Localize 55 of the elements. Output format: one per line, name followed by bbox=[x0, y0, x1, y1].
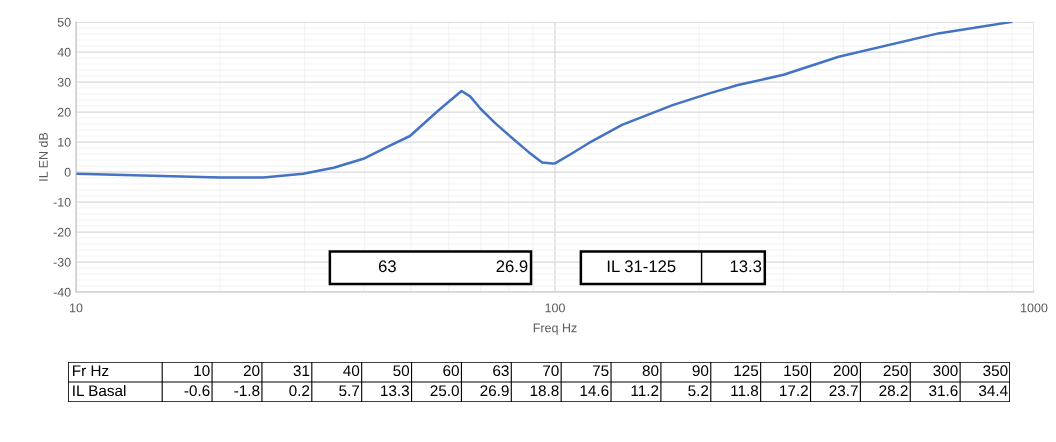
category-label: 60 bbox=[443, 365, 459, 377]
y-tick-label: -10 bbox=[53, 197, 71, 207]
text: 23.7 bbox=[829, 385, 858, 397]
category-label: 50 bbox=[393, 365, 410, 377]
category-label: 90 bbox=[692, 365, 709, 377]
text: 25.0 bbox=[430, 385, 459, 397]
text: IL Basal bbox=[73, 384, 126, 397]
category-label: 250 bbox=[883, 365, 908, 377]
y-tick-label: -20 bbox=[53, 227, 71, 237]
text: 11.2 bbox=[631, 385, 659, 396]
category-label: 125 bbox=[734, 365, 759, 377]
category-label: 300 bbox=[933, 365, 958, 377]
category-label: 350 bbox=[983, 365, 1008, 377]
category-label: 80 bbox=[642, 365, 659, 377]
text: 5.2 bbox=[688, 385, 709, 397]
x-axis-title: Freq Hz bbox=[533, 323, 577, 335]
category-label: 150 bbox=[784, 365, 809, 377]
category-label: 63 bbox=[493, 365, 509, 377]
y-tick-label: 10 bbox=[58, 137, 71, 147]
text: 5.7 bbox=[339, 385, 360, 397]
text: 26.9 bbox=[480, 385, 509, 397]
y-tick-label: 50 bbox=[57, 17, 71, 27]
category-label: 40 bbox=[343, 365, 360, 377]
y-tick-label: 0 bbox=[64, 167, 71, 177]
category-label: 10 bbox=[194, 365, 210, 377]
category-label: 31 bbox=[293, 365, 310, 377]
y-tick-label: 20 bbox=[57, 107, 71, 117]
text: -0.6 bbox=[184, 385, 210, 397]
text: Fr Hz bbox=[73, 365, 109, 376]
y-tick-label: -30 bbox=[53, 257, 71, 267]
x-tick-label: 1000 bbox=[1021, 303, 1048, 313]
category-label: 200 bbox=[833, 365, 858, 377]
annotation: 63 bbox=[378, 260, 396, 273]
annotation: IL 31-125 bbox=[607, 260, 676, 273]
text: -1.8 bbox=[234, 385, 260, 397]
text: 11.8 bbox=[731, 385, 759, 397]
annotation: 13.3 bbox=[730, 260, 762, 273]
text: 14.6 bbox=[580, 385, 609, 397]
category-label: 20 bbox=[243, 365, 260, 377]
category-label: 70 bbox=[543, 365, 559, 377]
text: 17.2 bbox=[780, 385, 808, 396]
y-tick-label: -40 bbox=[53, 287, 71, 297]
category-label: 75 bbox=[592, 365, 609, 377]
y-tick-label: 30 bbox=[57, 77, 71, 87]
text: 0.2 bbox=[289, 385, 310, 397]
x-tick-label: 100 bbox=[545, 303, 565, 313]
y-axis-title: IL EN dB bbox=[38, 132, 48, 181]
text: 34.4 bbox=[978, 385, 1008, 397]
text: 31.6 bbox=[929, 385, 958, 397]
x-tick-label: 10 bbox=[70, 303, 83, 313]
annotation: 26.9 bbox=[496, 260, 528, 273]
text: 13.3 bbox=[381, 385, 409, 397]
text: 18.8 bbox=[530, 385, 559, 397]
y-tick-label: 40 bbox=[57, 47, 71, 57]
text: 28.2 bbox=[879, 385, 908, 397]
